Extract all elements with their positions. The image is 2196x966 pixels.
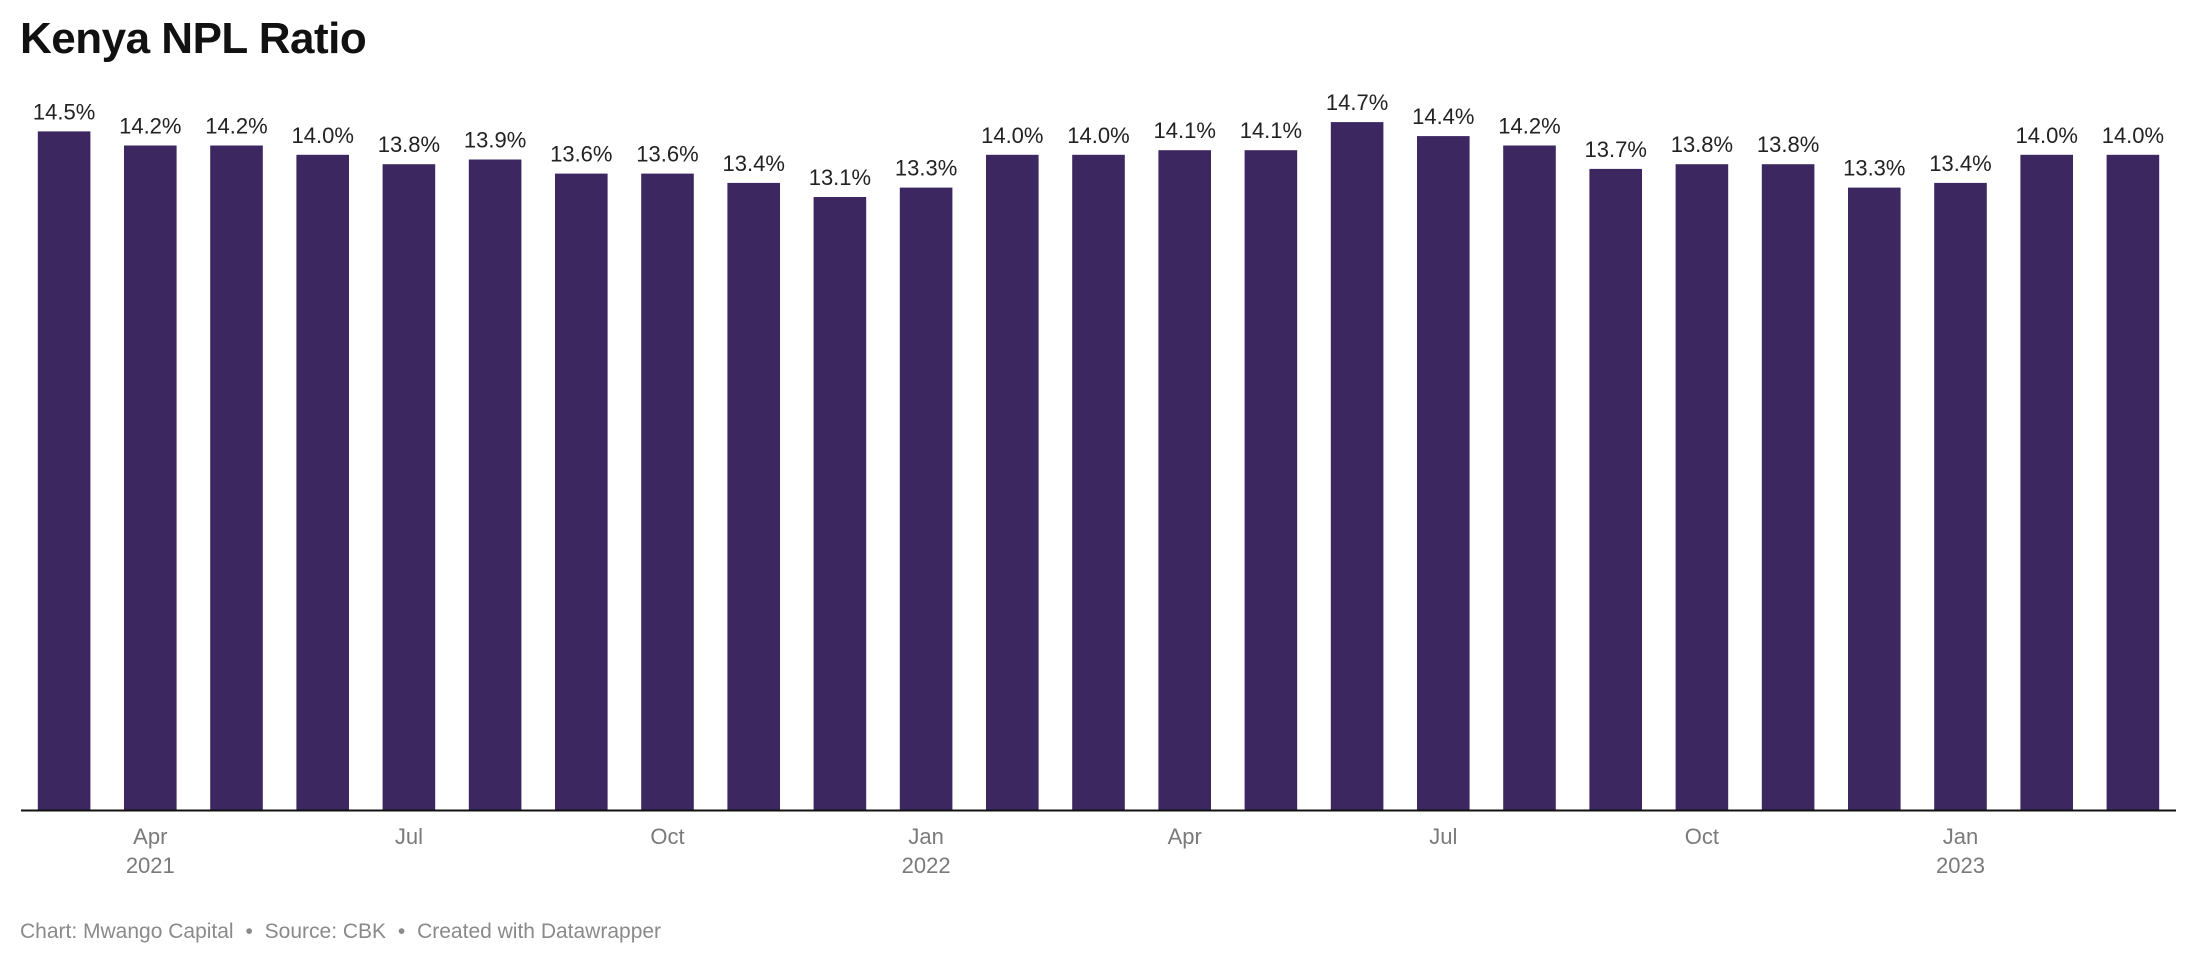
value-label: 14.2% <box>205 114 267 139</box>
x-tick-label: Oct <box>650 824 684 849</box>
value-label: 14.7% <box>1326 90 1388 115</box>
bar-2022-06 <box>1330 122 1384 811</box>
value-labels-group: 14.5% 14.2% 14.2% 14.0% 13.8% 13.9% 13.6% 13.6%… <box>33 90 2164 190</box>
bar-2021-09 <box>555 173 608 811</box>
value-label: 13.3% <box>1843 156 1905 181</box>
value-label: 14.0% <box>2102 123 2164 148</box>
bar-2023-01 <box>1934 182 1987 810</box>
value-label: 14.4% <box>1412 104 1474 129</box>
bar-2022-05 <box>1244 150 1298 810</box>
value-label: 14.0% <box>1067 123 1129 148</box>
value-label: 14.0% <box>292 123 354 148</box>
bar-2022-09 <box>1589 168 1642 810</box>
value-label: 13.9% <box>464 128 526 153</box>
x-tick-label: Jan <box>908 824 943 849</box>
bar-chart: 14.5% 14.2% 14.2% 14.0% 13.8% 13.9% 13.6% 13.6%… <box>21 90 2176 878</box>
x-tick-label: Jul <box>1429 824 1457 849</box>
separator-dot: • <box>245 920 253 943</box>
bar-2021-04 <box>124 145 177 810</box>
x-tick-year-label: 2022 <box>902 853 951 878</box>
value-label: 13.3% <box>895 156 957 181</box>
value-label: 13.4% <box>1929 151 1991 176</box>
value-label: 14.0% <box>981 123 1043 148</box>
separator-dot: • <box>397 920 406 943</box>
value-label: 13.6% <box>636 142 698 167</box>
bar-2021-05 <box>210 145 263 810</box>
bar-2022-12 <box>1848 187 1901 811</box>
bar-2021-07 <box>382 164 436 810</box>
chart-footer: Chart: Mwango Capital • Source: CBK • Cr… <box>20 920 661 944</box>
bar-2021-12 <box>813 197 867 810</box>
x-tick-label: Apr <box>133 824 167 849</box>
bar-2023-02 <box>2020 154 2073 811</box>
value-label: 13.8% <box>1671 132 1733 157</box>
value-label: 13.7% <box>1585 137 1647 162</box>
x-tick-label: Jan <box>1943 824 1978 849</box>
created-with-link[interactable]: Created with Datawrapper <box>417 920 662 943</box>
bar-2023-03 <box>2106 154 2160 811</box>
x-ticks-group: Apr 2021 Jul Oct Jan 2022 Apr Jul Oct Jan 2023 <box>126 824 1985 878</box>
value-label: 13.8% <box>378 132 440 157</box>
source-text: Source: CBK <box>264 920 387 943</box>
value-label: 14.2% <box>1498 114 1560 139</box>
value-label: 14.5% <box>33 99 95 124</box>
bar-2022-03 <box>1072 154 1125 811</box>
value-label: 13.6% <box>550 142 612 167</box>
bar-2022-10 <box>1675 164 1729 810</box>
x-tick-year-label: 2021 <box>126 853 175 878</box>
bars-group <box>37 122 2160 811</box>
value-label: 14.1% <box>1154 118 1216 143</box>
value-label: 13.8% <box>1757 132 1819 157</box>
bar-2022-11 <box>1761 164 1815 810</box>
bar-2021-08 <box>468 159 522 810</box>
value-label: 13.4% <box>723 151 785 176</box>
bar-2022-04 <box>1158 150 1211 810</box>
bar-2021-03 <box>37 131 91 810</box>
value-label: 13.1% <box>809 165 871 190</box>
bar-2022-08 <box>1503 145 1556 810</box>
x-tick-year-label: 2023 <box>1936 853 1985 878</box>
x-tick-label: Oct <box>1685 824 1719 849</box>
bar-2021-10 <box>641 173 694 811</box>
value-label: 14.0% <box>2016 123 2078 148</box>
x-tick-label: Jul <box>395 824 423 849</box>
value-label: 14.1% <box>1240 118 1302 143</box>
bar-2022-01 <box>899 187 953 811</box>
bar-2021-06 <box>296 154 349 811</box>
value-label: 14.2% <box>119 114 181 139</box>
bar-2022-07 <box>1417 136 1470 811</box>
chart-title: Kenya NPL Ratio <box>20 14 367 63</box>
credit-text: Chart: Mwango Capital <box>20 920 234 943</box>
bar-2022-02 <box>986 154 1039 811</box>
x-tick-label: Apr <box>1168 824 1202 849</box>
bar-2021-11 <box>727 182 780 810</box>
